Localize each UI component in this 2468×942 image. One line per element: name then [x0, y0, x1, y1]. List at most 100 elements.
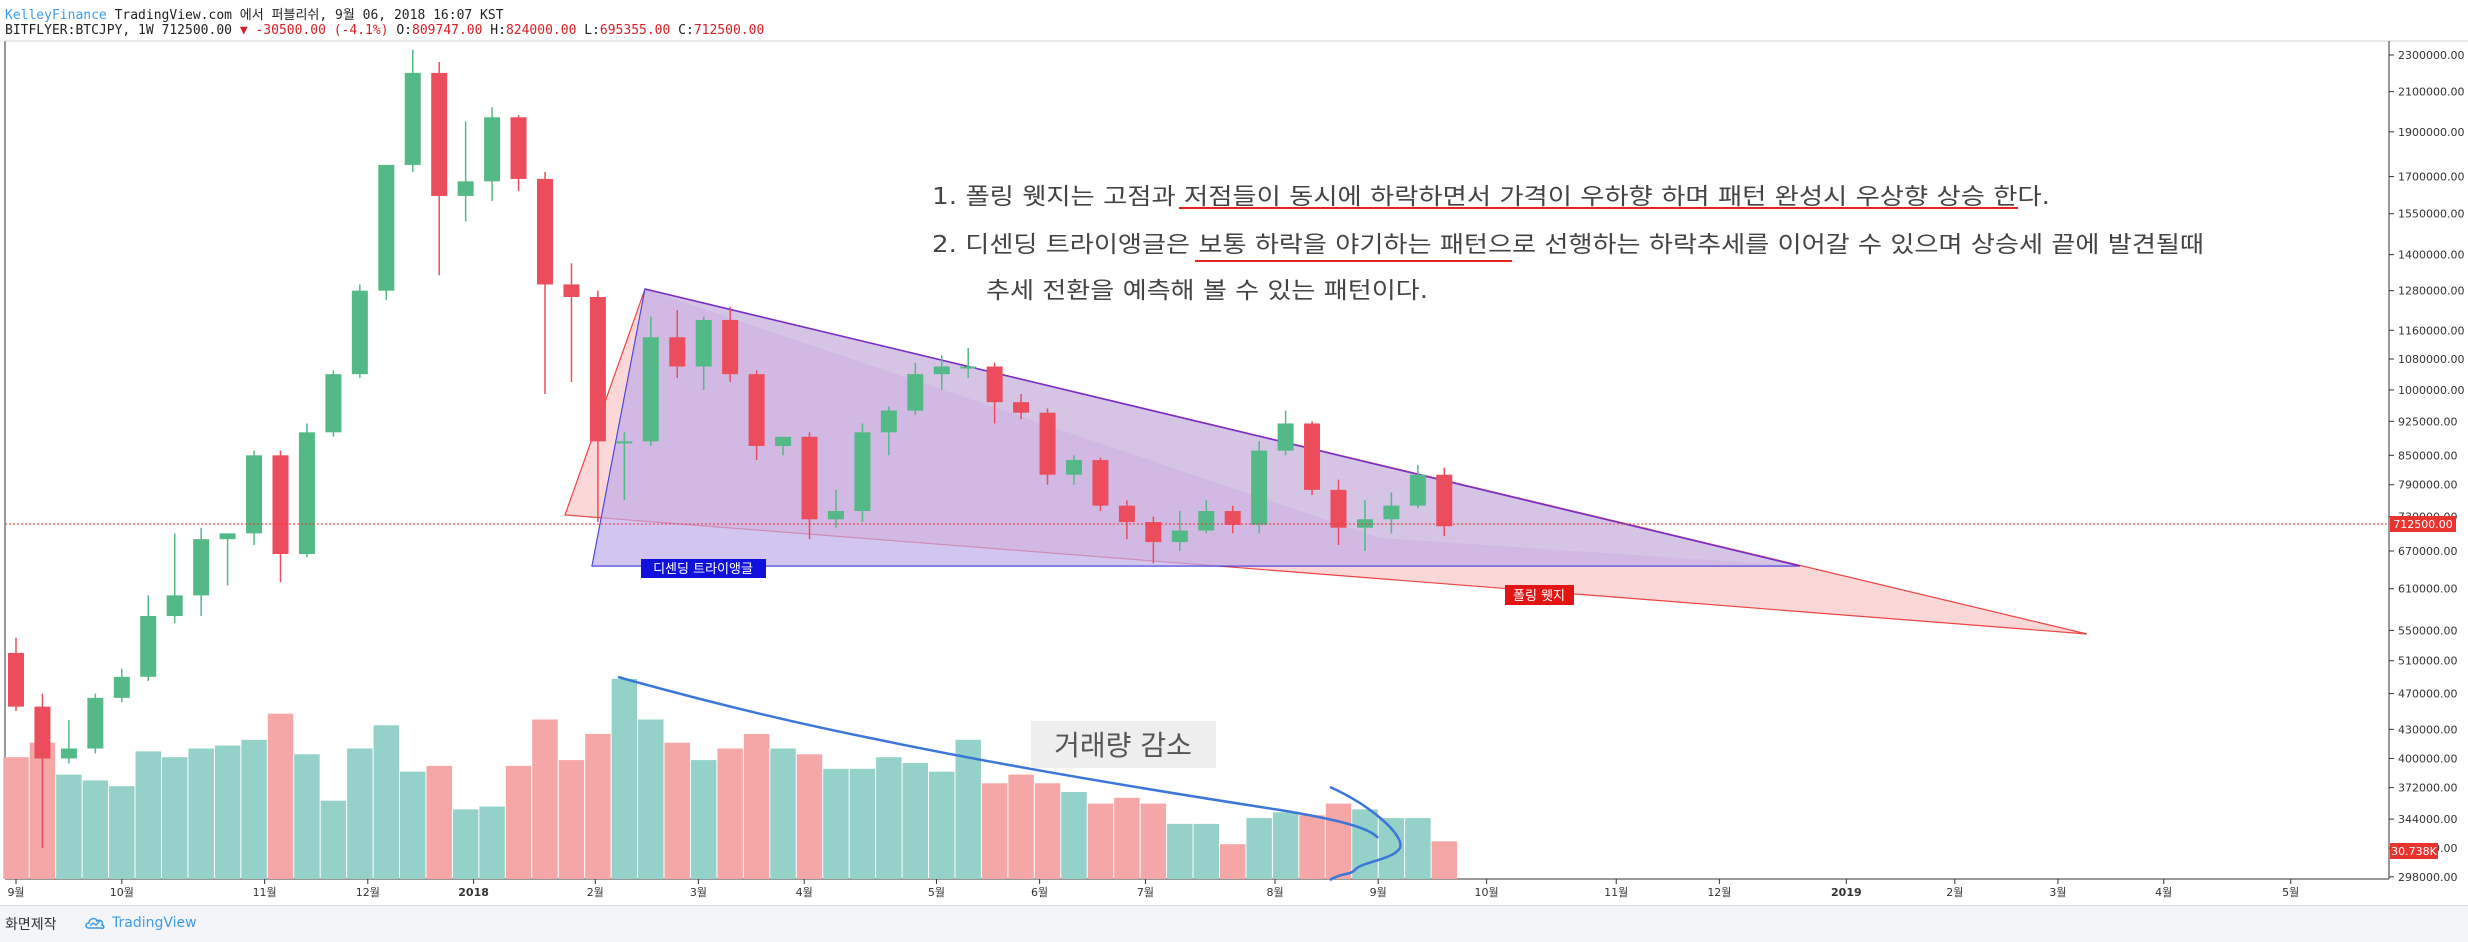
volume-bar	[1405, 818, 1431, 879]
publisher-name[interactable]: KelleyFinance	[5, 8, 107, 23]
volume-bar	[56, 774, 82, 879]
price-tick-label: 1000000.00	[2398, 384, 2464, 397]
price-tick-label: 1160000.00	[2398, 324, 2464, 337]
volume-bar	[823, 768, 849, 879]
volume-bar	[585, 734, 611, 879]
candle-body	[1118, 505, 1135, 523]
candle-body	[140, 616, 157, 677]
candle-body	[272, 455, 289, 555]
volume-trend-line	[617, 675, 1379, 839]
candle-body	[166, 595, 183, 617]
volume-bar	[770, 748, 796, 879]
time-tick-label: 5월	[928, 886, 945, 899]
wedge-label-box	[1505, 585, 1574, 605]
volume-bar	[532, 719, 558, 879]
candle-body	[1198, 511, 1215, 531]
candle-body	[695, 319, 712, 367]
volume-bar	[1325, 803, 1352, 879]
candle-body	[616, 441, 633, 444]
time-tick-label: 10월	[1475, 886, 1499, 899]
candle-body	[748, 374, 765, 446]
price-tick-label: 790000.00	[2398, 479, 2458, 492]
price-tick-label: 1400000.00	[2398, 249, 2464, 262]
last-volume-badge-text: 30.738K	[2391, 845, 2437, 858]
candle-body	[960, 366, 977, 369]
volume-bar	[452, 809, 479, 879]
price-tick-label: 344000.00	[2398, 813, 2458, 826]
tradingview-link[interactable]: TradingView	[112, 915, 197, 931]
price-tick-label: 1280000.00	[2398, 285, 2464, 298]
candle-body	[801, 436, 818, 520]
volume-bar	[479, 806, 505, 879]
candle-body	[34, 706, 51, 759]
annotation-note-3: 추세 전환을 예측해 볼 수 있는 패턴이다.	[986, 278, 1428, 304]
price-tick-label: 2100000.00	[2398, 86, 2464, 99]
price-tick-label: 510000.00	[2398, 655, 2458, 668]
candle-body	[457, 181, 474, 196]
price-tick-label: 925000.00	[2398, 415, 2458, 428]
last-volume-badge	[2390, 843, 2438, 859]
volume-bar	[267, 713, 294, 879]
candle-body	[1145, 522, 1162, 543]
volume-bar	[347, 748, 373, 879]
volume-bar	[664, 742, 690, 879]
candlesticks	[8, 49, 1453, 849]
annotation-note-2: 2. 디센딩 트라이앵글은 보통 하락을 야기하는 패턴으로 선행하는 하락추세…	[932, 232, 2204, 258]
volume-bar	[135, 751, 161, 879]
volume-bar	[294, 754, 320, 879]
time-tick-label: 9월	[1370, 886, 1387, 899]
candle-body	[1356, 519, 1373, 528]
candle-body	[351, 290, 368, 375]
time-tick-label: 10월	[110, 886, 134, 899]
annotation-note-1: 1. 폴링 웻지는 고점과 저점들이 동시에 하락하면서 가격이 우하향 하며 …	[932, 184, 2050, 210]
close-label: C:	[670, 23, 694, 38]
open-value: 809747.00	[412, 23, 483, 38]
candle-body	[669, 337, 686, 367]
volume-bar	[161, 757, 188, 879]
high-value: 824000.00	[505, 23, 577, 38]
candle-body	[563, 284, 580, 298]
low-value: 695355.00	[599, 23, 671, 38]
volume-bar	[929, 771, 955, 879]
volume-bar	[638, 719, 664, 879]
time-tick-label: 9월	[7, 886, 24, 899]
price-tick-label: 400000.00	[2398, 752, 2458, 765]
price-change: ▼ -30500.00 (-4.1%)	[239, 23, 389, 38]
time-tick-label: 2019	[1831, 886, 1862, 899]
time-tick-label: 2월	[1946, 886, 1963, 899]
price-tick-label: 2300000.00	[2398, 49, 2464, 62]
volume-bar	[1167, 823, 1193, 879]
time-tick-label: 3월	[690, 886, 707, 899]
volume-bar	[214, 745, 241, 879]
price-tick-label: 1080000.00	[2398, 353, 2464, 366]
candle-body	[1304, 423, 1321, 490]
volume-bar	[981, 783, 1008, 879]
tradingview-cloud-icon	[85, 917, 105, 929]
time-tick-label: 12월	[1707, 886, 1731, 899]
volume-bar	[876, 757, 902, 879]
triangle-label: 디센딩 트라이앵글	[653, 562, 753, 577]
candle-body	[193, 539, 210, 596]
candle-body	[1436, 474, 1453, 527]
time-tick-label: 11월	[253, 886, 277, 899]
made-with-label: 화면제작	[5, 917, 57, 933]
candle-body	[404, 72, 421, 165]
candle-body	[298, 432, 315, 555]
triangle-label-box	[641, 559, 766, 578]
candle-body	[87, 697, 104, 749]
candle-body	[722, 319, 739, 375]
candle-body	[854, 432, 871, 512]
volume-bar	[558, 760, 585, 879]
candle-body	[986, 366, 1003, 403]
volume-bar	[796, 754, 823, 879]
volume-bar	[1087, 803, 1114, 879]
time-tick-label: 7월	[1137, 886, 1154, 899]
price-tick-label: 1900000.00	[2398, 126, 2464, 139]
candle-body	[775, 436, 792, 446]
time-axis-ticks: 9월 10월 11월 12월 2018 2월 3월 4월 5월 6월 7월 8월 9월 10월 11월 12월…	[7, 879, 2299, 899]
candle-body	[1383, 505, 1400, 520]
publish-info: TradingView.com 에서 퍼블리쉬, 9월 06, 2018 16:…	[106, 8, 504, 23]
volume-bar	[1114, 797, 1140, 879]
volume-bar	[849, 768, 876, 879]
